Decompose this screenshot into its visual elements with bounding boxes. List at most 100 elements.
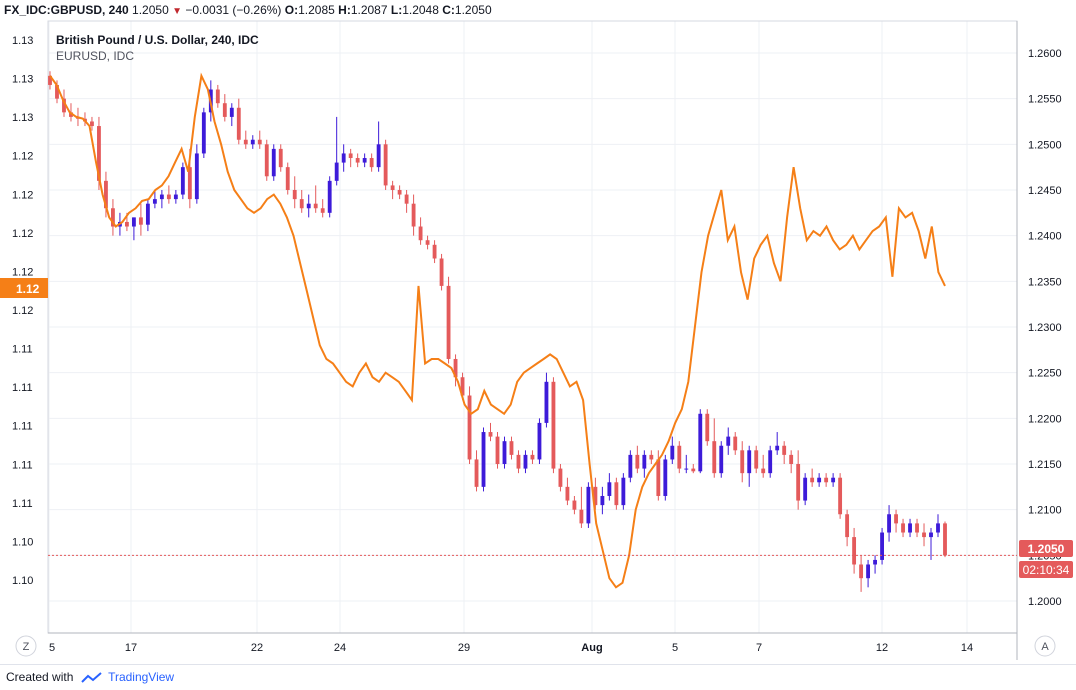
candle-body: [467, 395, 472, 460]
candle-body: [579, 509, 584, 524]
candle-body: [173, 194, 178, 200]
candle-body: [495, 436, 500, 465]
price-tag: 1.2050 02:10:34: [1019, 540, 1073, 578]
left-tick-label: 1.12: [12, 305, 33, 317]
left-tick-label: 1.12: [12, 151, 33, 163]
candle-body: [111, 208, 115, 227]
candle-body: [558, 468, 563, 487]
close-value: 1.2050: [454, 3, 492, 17]
candle-body: [747, 450, 752, 474]
price-chart[interactable]: 1.2600 1.2550 1.2500 1.2450 1.2400 1.2350 1.23…: [0, 0, 1076, 664]
left-tick-label: 1.12: [12, 266, 33, 278]
down-triangle-icon: ▼: [172, 6, 182, 17]
symbol-label[interactable]: FX_IDC:GBPUSD, 240: [4, 3, 129, 17]
candle-body: [873, 559, 878, 565]
candle-body: [523, 454, 528, 469]
candle-body: [677, 445, 682, 469]
candle-body: [537, 422, 542, 460]
left-tick-label: 1.13: [12, 35, 33, 47]
candle-body: [69, 112, 73, 117]
time-tick-label: 17: [125, 642, 137, 654]
candle-body: [796, 464, 801, 501]
candle-body: [712, 441, 717, 474]
compare-series-line: [49, 72, 946, 589]
series-legend: British Pound / U.S. Dollar, 240, IDC EU…: [56, 32, 259, 64]
high-value: 1.2087: [350, 3, 388, 17]
left-tick-label: 1.13: [12, 112, 33, 124]
candle-body: [278, 148, 283, 168]
left-current-tag: 1.12: [0, 278, 48, 298]
candle-body: [740, 450, 745, 474]
candle-body: [124, 221, 129, 227]
left-axis-ticks: 1.13 1.13 1.13 1.12 1.12 1.12 1.12 1.12 1.11 1.11…: [12, 35, 33, 587]
candle-body: [355, 158, 360, 163]
time-tick-label: 5: [672, 642, 678, 654]
time-axis-ticks: 5 17 22 24 29 Aug 5 7 12 14: [49, 642, 973, 654]
close-label: C:: [442, 3, 455, 17]
left-tick-label: 1.11: [12, 344, 33, 356]
footer: Created with TradingView: [0, 664, 1076, 690]
candle-body: [922, 532, 926, 538]
candle-body: [600, 495, 605, 506]
candle-body: [593, 486, 598, 506]
candle-body: [104, 180, 108, 209]
candle-body: [481, 432, 486, 487]
candle-body: [775, 445, 780, 451]
candles: [48, 71, 947, 592]
candle-body: [488, 432, 493, 437]
right-tick-label: 1.2550: [1028, 94, 1062, 106]
candle-body: [348, 153, 353, 159]
candle-body: [320, 208, 325, 213]
created-with-text: Created with: [6, 670, 74, 684]
right-tick-label: 1.2600: [1028, 48, 1062, 60]
candle-body: [55, 84, 59, 99]
candle-body: [236, 107, 241, 140]
candle-body: [432, 244, 437, 259]
brand-link[interactable]: TradingView: [108, 670, 175, 684]
candle-body: [824, 477, 829, 483]
candle-body: [943, 523, 947, 556]
candle-body: [656, 459, 661, 496]
candle-body: [719, 445, 724, 474]
candle-body: [859, 564, 864, 579]
low-label: L:: [390, 3, 403, 17]
candle-body: [803, 477, 808, 501]
chart-header: FX_IDC:GBPUSD, 240 1.2050 ▼ −0.0031 (−0.…: [0, 0, 1076, 20]
right-tick-label: 1.2150: [1028, 459, 1062, 471]
candle-body: [887, 514, 891, 533]
time-tick-label: Aug: [581, 642, 602, 654]
countdown-value: 02:10:34: [1023, 563, 1070, 577]
candle-body: [285, 167, 290, 190]
right-tick-label: 1.2500: [1028, 139, 1062, 151]
candle-body: [418, 226, 423, 241]
candle-body: [509, 441, 514, 455]
candle-body: [229, 107, 234, 117]
candle-body: [369, 158, 374, 168]
candle-body: [831, 477, 836, 483]
candle-body: [383, 144, 388, 186]
candle-body: [565, 486, 570, 501]
candle-body: [313, 203, 318, 209]
time-tick-label: 24: [334, 642, 346, 654]
candle-body: [866, 564, 871, 579]
candle-body: [341, 153, 346, 163]
auto-scale-button-label: A: [1041, 641, 1049, 653]
right-tick-label: 1.2250: [1028, 368, 1062, 380]
zoom-button[interactable]: Z: [15, 635, 37, 657]
left-tick-label: 1.10: [12, 575, 33, 587]
candle-body: [880, 532, 884, 560]
left-tick-label: 1.11: [12, 382, 33, 394]
candle-body: [180, 167, 185, 195]
candle-body: [768, 450, 773, 474]
auto-scale-button[interactable]: A: [1034, 635, 1056, 657]
candle-body: [894, 514, 898, 524]
candle-body: [97, 126, 101, 181]
candle-body: [90, 121, 94, 127]
candle-body: [425, 240, 430, 245]
candle-body: [726, 436, 731, 446]
candle-body: [215, 89, 220, 104]
candle-body: [908, 523, 912, 533]
candle-body: [936, 523, 940, 533]
right-tick-label: 1.2200: [1028, 413, 1062, 425]
candle-body: [607, 482, 612, 496]
